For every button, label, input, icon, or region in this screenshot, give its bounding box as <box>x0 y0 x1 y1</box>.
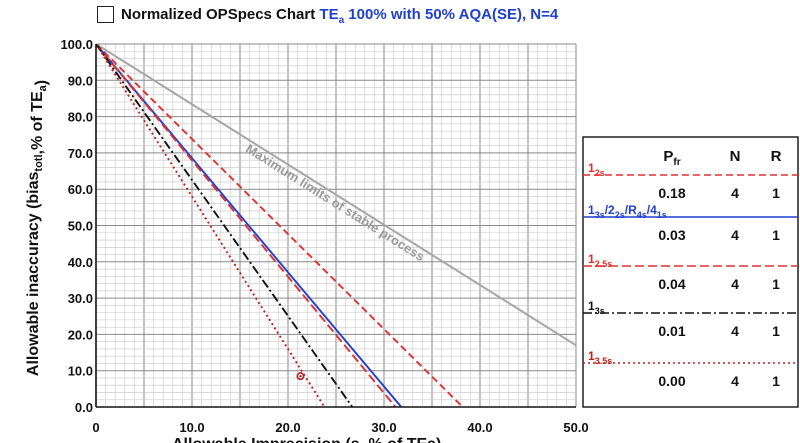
y-tick-label: 90.0 <box>68 73 93 88</box>
y-tick-label: 20.0 <box>68 327 93 342</box>
legend-rule-label: 12.5s <box>588 252 612 269</box>
legend-rule-label: 13.5s <box>588 349 612 366</box>
y-axis-label: Allowable inaccuracy (biastotl,% of TEa) <box>25 80 50 376</box>
x-tick-label: 0 <box>92 420 99 435</box>
series-line <box>96 44 354 407</box>
operating-point <box>296 372 305 381</box>
chart-title-te-rest: 100% with 50% AQA(SE), N=4 <box>344 6 559 23</box>
y-tick-label: 100.0 <box>60 37 93 52</box>
chart-title-prefix: Normalized OPSpecs Chart <box>121 6 316 23</box>
legend-header-r: R <box>771 148 782 165</box>
title-checkbox[interactable] <box>97 6 114 23</box>
x-tick-label: 50.0 <box>563 420 588 435</box>
legend-rule-label: 13s <box>588 299 605 316</box>
legend-rule-label: 13s/22s/R4s/41s <box>588 203 667 220</box>
x-axis-label: Allowable Imprecision (s, % of TEa) <box>172 436 441 443</box>
y-tick-label: 10.0 <box>68 364 93 379</box>
chart-title-te: TE <box>319 6 339 23</box>
x-tick-label: 20.0 <box>275 420 300 435</box>
y-tick-label: 70.0 <box>68 146 93 161</box>
y-tick-label: 40.0 <box>68 255 93 270</box>
y-tick-label: 80.0 <box>68 110 93 125</box>
legend-box <box>582 136 799 408</box>
legend-n-value: 4 <box>731 323 739 339</box>
legend-r-value: 1 <box>772 227 780 243</box>
chart-title-highlight: TEa 100% with 50% AQA(SE), N=4 <box>319 6 559 26</box>
annotation-layer: Maximum limits of stable process <box>243 141 427 264</box>
x-tick-label: 40.0 <box>467 420 492 435</box>
legend-header-n: N <box>730 148 741 165</box>
chart-title: Normalized OPSpecs Chart TEa 100% with 5… <box>121 6 558 26</box>
x-tick-label: 10.0 <box>179 420 204 435</box>
legend-pfr-value: 0.04 <box>658 276 685 292</box>
y-tick-label: 30.0 <box>68 291 93 306</box>
series-line <box>96 44 326 407</box>
grid-lines <box>95 43 577 408</box>
legend-r-value: 1 <box>772 185 780 201</box>
legend-header-pfr: Pfr <box>663 148 680 168</box>
legend-pfr-value: 0.18 <box>658 185 685 201</box>
legend-n-value: 4 <box>731 373 739 389</box>
legend-rule-label: 12s <box>588 161 605 178</box>
series-line <box>96 44 397 407</box>
chart-title-te-sub: a <box>338 15 345 26</box>
legend: Pfr N R 12s 0.18 4 1 13s/22s/R4s/41s 0.03 4 1 12.5s… <box>582 136 799 408</box>
y-tick-label: 0.0 <box>75 400 93 415</box>
legend-n-value: 4 <box>731 227 739 243</box>
legend-pfr-value: 0.00 <box>658 373 685 389</box>
legend-n-value: 4 <box>731 276 739 292</box>
legend-pfr-value: 0.03 <box>658 227 685 243</box>
axes: 0.0 10.0 20.0 30.0 40.0 50.0 60.0 70.0 80.0 90.0 1… <box>25 37 589 443</box>
legend-pfr-value: 0.01 <box>658 323 685 339</box>
legend-r-value: 1 <box>772 373 780 389</box>
series-lines <box>96 44 576 407</box>
legend-r-value: 1 <box>772 323 780 339</box>
legend-r-value: 1 <box>772 276 780 292</box>
legend-n-value: 4 <box>731 185 739 201</box>
y-tick-label: 50.0 <box>68 219 93 234</box>
x-tick-label: 30.0 <box>371 420 396 435</box>
series-line <box>96 44 464 407</box>
series-line <box>96 44 576 347</box>
stable-process-annotation: Maximum limits of stable process <box>243 141 427 264</box>
operating-point-center <box>299 374 302 378</box>
y-tick-label: 60.0 <box>68 182 93 197</box>
